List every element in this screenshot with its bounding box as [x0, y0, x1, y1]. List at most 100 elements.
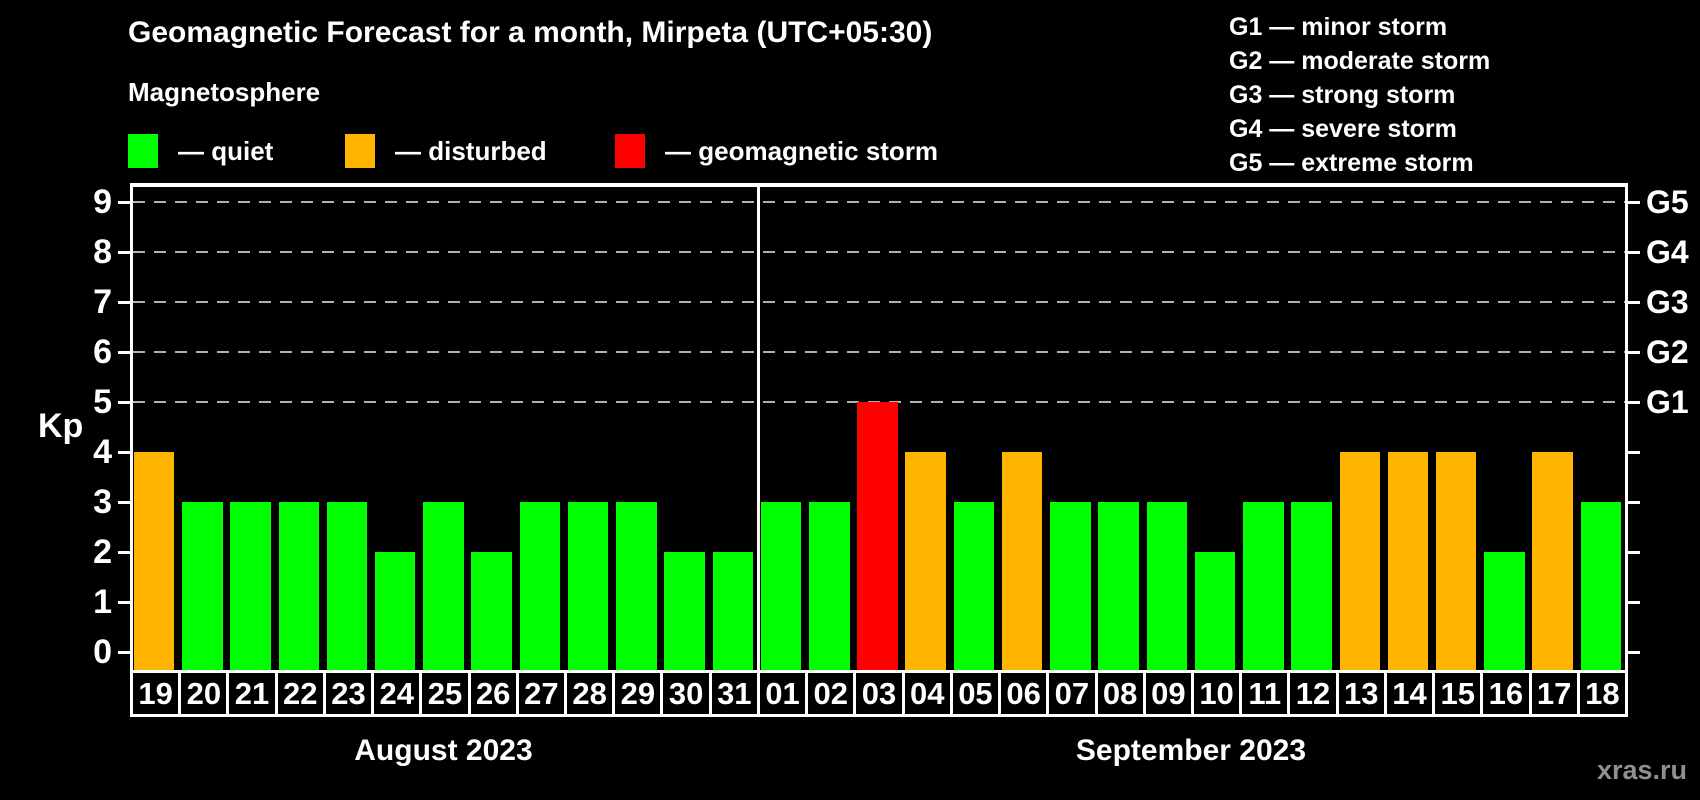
day-label-august-20: 20	[178, 670, 227, 717]
kp-bar-august-27	[519, 502, 561, 670]
kp-bar-september-17	[1532, 452, 1573, 670]
watermark: xras.ru	[1596, 755, 1687, 785]
magnetosphere-legend-heading: Magnetosphere	[128, 77, 321, 107]
day-label-september-03: 03	[853, 670, 902, 717]
right-axis-tick-1	[1628, 601, 1640, 604]
y-axis-label: Kp	[38, 407, 84, 445]
left-axis-tick-4	[118, 451, 130, 454]
right-axis-label-g5: G5	[1646, 184, 1689, 220]
day-label-september-11: 11	[1239, 670, 1288, 717]
y-tick-label-4: 4	[93, 433, 112, 471]
day-label-august-23: 23	[322, 670, 372, 717]
day-label-september-10: 10	[1190, 670, 1240, 717]
left-axis-tick-8	[118, 251, 130, 254]
storm-color-swatch	[615, 134, 645, 168]
kp-bar-september-05	[953, 502, 995, 670]
kp-bar-september-13	[1339, 452, 1380, 670]
chart-title: Geomagnetic Forecast for a month, Mirpet…	[128, 16, 933, 49]
kp-bar-september-16	[1484, 552, 1525, 670]
g-scale-legend: G1 — minor storm G2 — moderate storm G3 …	[1229, 10, 1490, 180]
right-axis-tick-4	[1628, 451, 1640, 454]
kp-bar-august-20	[182, 502, 223, 670]
right-axis-line	[1625, 183, 1628, 670]
gridline-kp-6	[133, 351, 1625, 353]
day-label-august-25: 25	[419, 670, 468, 717]
kp-bar-september-08	[1098, 502, 1139, 670]
kp-bar-august-29	[616, 502, 657, 670]
left-axis-tick-1	[118, 601, 130, 604]
y-tick-label-8: 8	[93, 233, 112, 271]
day-label-august-26: 26	[467, 670, 516, 717]
day-label-september-09: 09	[1142, 670, 1191, 717]
kp-bar-august-24	[374, 552, 416, 670]
month-label-august: August 2023	[354, 734, 533, 767]
kp-bar-september-09	[1146, 502, 1188, 670]
kp-bar-september-18	[1580, 502, 1622, 670]
day-label-september-08: 08	[1094, 670, 1143, 717]
disturbed-color-swatch	[345, 134, 375, 168]
right-axis-label-g3: G3	[1646, 284, 1689, 320]
day-label-september-06: 06	[998, 670, 1047, 717]
y-tick-label-7: 7	[93, 283, 112, 321]
kp-bar-september-06	[1001, 452, 1043, 670]
left-axis-tick-3	[118, 501, 130, 504]
kp-bar-august-22	[278, 502, 320, 670]
kp-bar-september-11	[1243, 502, 1284, 670]
kp-bar-september-10	[1194, 552, 1236, 670]
right-axis-label-g2: G2	[1646, 334, 1689, 370]
y-tick-label-6: 6	[93, 333, 112, 371]
kp-bar-august-30	[664, 552, 705, 670]
left-axis-tick-5	[118, 401, 130, 404]
kp-bar-september-12	[1291, 502, 1332, 670]
day-label-september-14: 14	[1383, 670, 1433, 717]
day-label-september-12: 12	[1287, 670, 1336, 717]
right-axis-tick-9	[1628, 201, 1640, 204]
right-axis-label-g4: G4	[1646, 234, 1689, 270]
left-axis-tick-0	[118, 651, 130, 654]
kp-bar-september-14	[1387, 452, 1429, 670]
quiet-color-swatch	[128, 134, 158, 168]
left-axis-tick-6	[118, 351, 130, 354]
g-legend-line-g1: G1 — minor storm	[1229, 13, 1448, 41]
g-legend-line-g3: G3 — strong storm	[1229, 81, 1456, 109]
kp-bar-september-03	[857, 402, 898, 670]
left-axis-tick-9	[118, 201, 130, 204]
kp-bar-august-26	[471, 552, 512, 670]
day-label-august-27: 27	[515, 670, 565, 717]
g-legend-line-g5: G5 — extreme storm	[1229, 149, 1474, 177]
left-axis-line	[130, 183, 133, 670]
kp-bar-august-28	[567, 502, 609, 670]
right-axis-tick-2	[1628, 551, 1640, 554]
legend-item-label: — quiet	[178, 136, 274, 166]
day-label-september-16: 16	[1480, 670, 1529, 717]
right-axis-tick-3	[1628, 501, 1640, 504]
y-tick-label-1: 1	[93, 583, 112, 621]
day-label-september-02: 02	[805, 670, 854, 717]
day-label-september-18: 18	[1576, 670, 1628, 717]
right-axis-tick-8	[1628, 251, 1640, 254]
legend-item-label: — geomagnetic storm	[665, 136, 939, 166]
kp-bar-august-23	[326, 502, 368, 670]
kp-bar-september-15	[1435, 452, 1477, 670]
y-tick-label-3: 3	[93, 483, 112, 521]
right-axis-tick-7	[1628, 301, 1640, 304]
day-label-september-15: 15	[1432, 670, 1481, 717]
y-tick-label-2: 2	[93, 533, 112, 571]
day-label-august-29: 29	[612, 670, 661, 717]
kp-bar-august-25	[423, 502, 464, 670]
kp-bar-september-02	[809, 502, 850, 670]
kp-bar-september-07	[1050, 502, 1091, 670]
day-label-august-22: 22	[274, 670, 323, 717]
day-label-september-04: 04	[901, 670, 950, 717]
legend-item-label: — disturbed	[395, 136, 547, 166]
kp-bar-september-01	[760, 502, 802, 670]
month-label-september: September 2023	[1075, 734, 1307, 767]
kp-bar-august-31	[712, 552, 754, 670]
day-label-august-30: 30	[660, 670, 709, 717]
right-axis-label-g1: G1	[1646, 384, 1689, 420]
y-tick-label-5: 5	[93, 383, 112, 421]
y-tick-label-9: 9	[93, 183, 112, 221]
left-axis-tick-7	[118, 301, 130, 304]
plot-top-border	[130, 183, 1628, 187]
gridline-kp-7	[133, 301, 1625, 303]
